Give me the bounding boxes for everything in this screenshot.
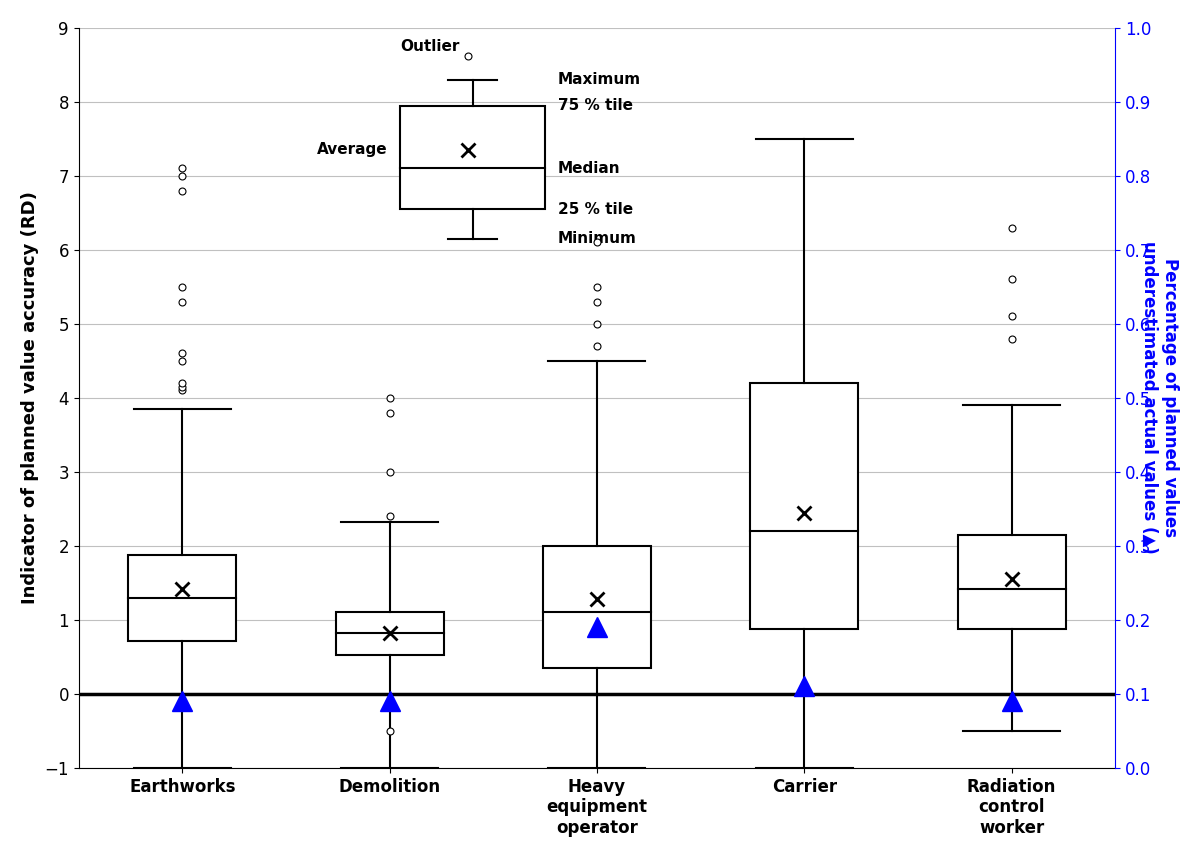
Bar [544,546,650,668]
Text: Maximum: Maximum [558,72,641,88]
Text: 75 % tile: 75 % tile [558,98,632,113]
Bar [336,613,444,656]
Text: 25 % tile: 25 % tile [558,202,632,216]
Bar [128,555,236,641]
Text: Minimum: Minimum [558,232,636,246]
Text: Median: Median [558,161,620,176]
Bar [400,106,545,209]
Y-axis label: Indicator of planned value accuracy (RD): Indicator of planned value accuracy (RD) [20,191,38,604]
Text: Outlier: Outlier [401,39,460,54]
Y-axis label: Percentage of planned values
underestimated actual values (▲): Percentage of planned values underestima… [1140,241,1180,554]
Bar [750,383,858,629]
Bar [958,535,1066,629]
Text: Average: Average [317,142,388,157]
